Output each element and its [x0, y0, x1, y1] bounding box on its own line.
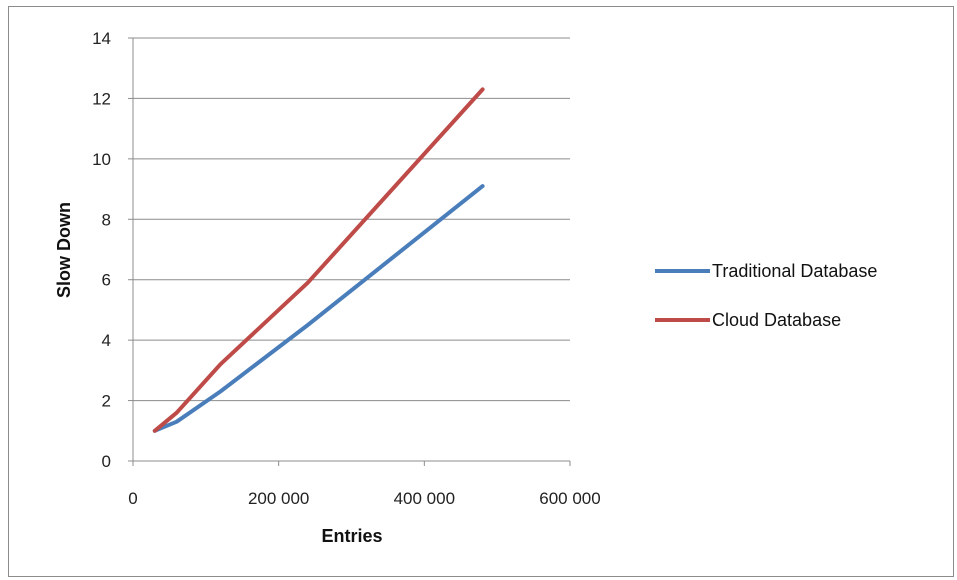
y-tick-label: 14 [92, 29, 111, 48]
series-line-traditional-database [152, 184, 485, 433]
x-tick-label: 600 000 [539, 489, 600, 508]
y-tick-label: 10 [92, 150, 111, 169]
y-tick-label: 0 [102, 452, 111, 471]
series-lines [152, 87, 485, 433]
tick-labels: 0 2 4 6 8 10 12 14 0 200 000 400 000 600 000 [92, 29, 601, 508]
x-tick-label: 0 [128, 489, 137, 508]
y-tick-label: 12 [92, 89, 111, 108]
legend-label: Traditional Database [712, 261, 877, 281]
legend: Traditional Database Cloud Database [655, 261, 877, 330]
chart-frame [8, 6, 954, 577]
y-tick-label: 4 [102, 331, 111, 350]
y-tick-label: 8 [102, 210, 111, 229]
y-axis-title: Slow Down [54, 202, 74, 298]
y-tick-label: 6 [102, 271, 111, 290]
axes [128, 37, 571, 466]
y-tick-label: 2 [102, 392, 111, 411]
legend-label: Cloud Database [712, 310, 841, 330]
x-tick-label: 400 000 [394, 489, 455, 508]
gridlines [133, 37, 570, 402]
series-line-cloud-database [152, 87, 485, 433]
x-axis-title: Entries [321, 526, 382, 546]
x-tick-label: 200 000 [248, 489, 309, 508]
